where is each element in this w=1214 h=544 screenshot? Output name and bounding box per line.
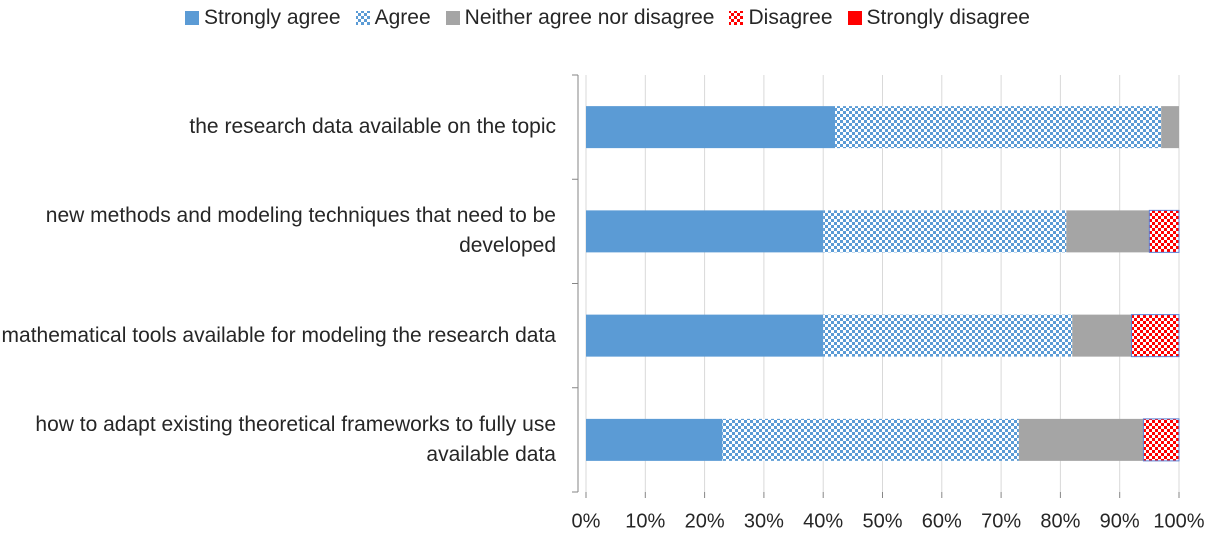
- x-tick-label: 20%: [685, 510, 725, 532]
- bar-segment: [823, 210, 1067, 253]
- x-tick-label: 30%: [744, 510, 784, 532]
- legend-swatch-fill: [445, 11, 460, 25]
- category-label: mathematical tools available for modelin…: [1, 323, 556, 347]
- bar-segment: [586, 418, 723, 461]
- legend-swatch: [445, 11, 460, 25]
- legend-swatch-fill: [729, 11, 744, 25]
- legend-label: Neither agree nor disagree: [464, 6, 715, 29]
- legend-label: Agree: [374, 6, 431, 29]
- bar-segment: [586, 314, 824, 357]
- bar-segment: [1072, 314, 1132, 357]
- bar-segment: [1018, 418, 1144, 461]
- x-tick-label: 90%: [1100, 510, 1140, 532]
- x-tick-label: 70%: [981, 510, 1021, 532]
- x-tick-label: 50%: [862, 510, 902, 532]
- bar-segment: [1148, 209, 1180, 253]
- bar-segment: [823, 314, 1073, 357]
- legend-swatch-fill: [847, 11, 862, 25]
- legend-label: Strongly disagree: [866, 6, 1030, 29]
- legend-swatch: [355, 11, 370, 25]
- legend-swatch: [729, 11, 744, 25]
- legend-item: Strongly disagree: [847, 6, 1030, 30]
- legend-swatch: [847, 11, 862, 25]
- legend: Strongly agree Agree Neither agree nor dis…: [0, 6, 1214, 30]
- category-label: how to adapt existing theoretical framew…: [35, 412, 556, 466]
- category-label: the research data available on the topic: [189, 115, 556, 139]
- legend-label: Disagree: [748, 6, 833, 29]
- legend-item: Disagree: [728, 6, 833, 30]
- x-tick-label: 80%: [1040, 510, 1080, 532]
- x-tick-label: 40%: [803, 510, 843, 532]
- bar-segment: [1066, 210, 1150, 253]
- x-tick-label: 100%: [1153, 510, 1204, 532]
- legend-swatch-fill: [185, 11, 200, 25]
- x-tick-label: 0%: [572, 510, 601, 532]
- legend-item: Agree: [355, 6, 431, 30]
- x-tick-label: 60%: [922, 510, 962, 532]
- bar-segment: [586, 210, 824, 253]
- bar-segment: [1161, 106, 1179, 149]
- bar-segment: [835, 106, 1162, 149]
- bar-segment: [722, 418, 1019, 461]
- category-label: new methods and modeling techniques that…: [45, 204, 556, 258]
- legend-swatch: [185, 11, 200, 25]
- bar-segment: [1131, 314, 1180, 358]
- legend-swatch-fill: [355, 11, 370, 25]
- legend-item: Strongly agree: [184, 6, 341, 30]
- bar-segment: [1142, 418, 1180, 462]
- x-tick-label: 10%: [625, 510, 665, 532]
- bar-segment: [586, 106, 836, 149]
- legend-item: Neither agree nor disagree: [445, 6, 715, 30]
- legend-label: Strongly agree: [204, 6, 341, 29]
